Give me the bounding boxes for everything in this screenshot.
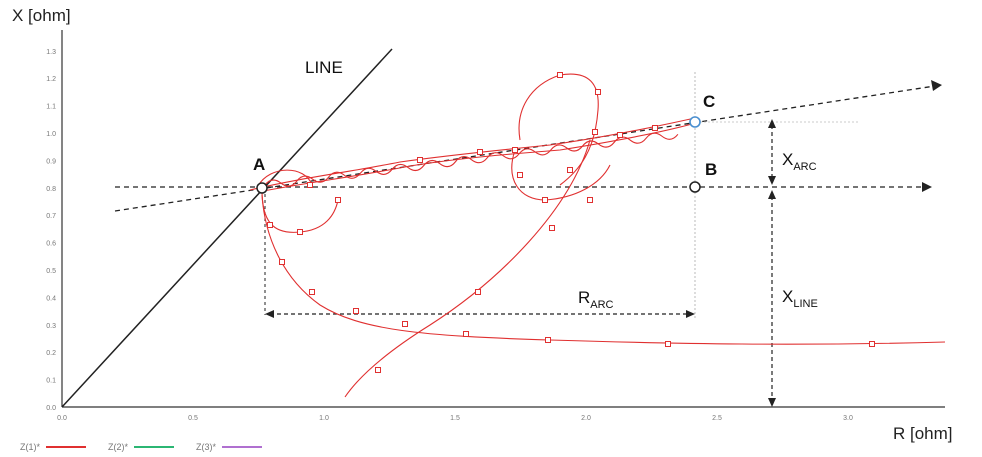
legend-swatch-2 bbox=[134, 446, 174, 448]
legend-item-3: Z(3)* bbox=[196, 442, 262, 452]
trajectory-marker bbox=[335, 197, 341, 203]
trajectory-left-loop-2 bbox=[257, 169, 313, 187]
y-tick-label: 0.6 bbox=[46, 241, 56, 248]
x-line-main: X bbox=[782, 287, 794, 306]
x-arc-main: X bbox=[782, 150, 794, 169]
x-axis-title: R [ohm] bbox=[893, 424, 953, 443]
trajectory-marker bbox=[353, 308, 359, 314]
legend-item-2: Z(2)* bbox=[108, 442, 174, 452]
trajectory-marker bbox=[475, 289, 481, 295]
trajectory-marker bbox=[477, 149, 483, 155]
trajectory-marker bbox=[652, 125, 658, 131]
y-axis-title: X [ohm] bbox=[12, 6, 71, 25]
x-tick-label: 2.0 bbox=[581, 415, 591, 422]
trajectory-marker bbox=[592, 129, 598, 135]
trajectory-main-band bbox=[249, 117, 696, 191]
x-line-arrow-top bbox=[768, 190, 776, 199]
arc-impedance-trajectory bbox=[249, 73, 946, 398]
legend-label-3: Z(3)* bbox=[196, 442, 216, 452]
y-tick-label: 1.2 bbox=[46, 76, 56, 83]
y-tick-label: 1.1 bbox=[46, 104, 56, 111]
line-characteristic bbox=[61, 48, 393, 408]
trajectory-marker bbox=[587, 197, 593, 203]
trajectory-marker bbox=[542, 197, 548, 203]
x-tick-label: 1.0 bbox=[319, 415, 329, 422]
trajectory-marker bbox=[617, 132, 623, 138]
legend-swatch-3 bbox=[222, 446, 262, 448]
trajectory-marker bbox=[417, 157, 423, 163]
point-c-marker bbox=[689, 116, 701, 128]
trajectory-big-loop bbox=[518, 73, 599, 186]
trajectory-marker bbox=[309, 289, 315, 295]
x-line-arrow-bottom bbox=[768, 398, 776, 407]
point-c-label: C bbox=[703, 92, 716, 111]
trajectory-marker bbox=[279, 259, 285, 265]
trajectory-marker bbox=[595, 89, 601, 95]
x-tick-label: 1.5 bbox=[450, 415, 460, 422]
x-arc-arrow-top bbox=[768, 119, 776, 128]
r-arc-sub: ARC bbox=[590, 299, 614, 311]
x-arc-sub: ARC bbox=[793, 161, 817, 173]
trajectory-left-loop bbox=[261, 189, 339, 233]
y-tick-label: 0.9 bbox=[46, 158, 56, 165]
x-line-sub: LINE bbox=[793, 298, 818, 310]
horizontal-arrowhead bbox=[922, 182, 932, 192]
point-b-marker bbox=[689, 181, 701, 193]
r-arc-arrow-right bbox=[686, 310, 695, 318]
trajectory-marker bbox=[463, 331, 469, 337]
trajectory-markers bbox=[267, 72, 875, 373]
trajectory-marker bbox=[307, 182, 313, 188]
trajectory-lower-curve bbox=[261, 194, 946, 345]
trajectory-wiggle bbox=[264, 132, 679, 187]
legend: Z(1)* Z(2)* Z(3)* bbox=[20, 442, 262, 452]
r-arc-arrow-left bbox=[265, 310, 274, 318]
y-tick-labels: 0.0 0.1 0.2 0.3 0.4 0.5 0.6 0.7 0.8 0.9 1.0 1.1 1.2 1… bbox=[46, 49, 56, 412]
y-tick-label: 0.0 bbox=[46, 405, 56, 412]
trajectory-marker bbox=[545, 337, 551, 343]
trajectory-descending-branch bbox=[344, 139, 591, 398]
trajectory-marker bbox=[665, 341, 671, 347]
x-tick-label: 2.5 bbox=[712, 415, 722, 422]
legend-label-1: Z(1)* bbox=[20, 442, 40, 452]
r-arc-label: RARC bbox=[578, 288, 614, 311]
x-arc-arrow-bottom bbox=[768, 176, 776, 185]
legend-swatch-1 bbox=[46, 446, 86, 448]
trajectory-marker bbox=[549, 225, 555, 231]
point-a-marker bbox=[256, 182, 268, 194]
sloped-arrowhead bbox=[931, 80, 942, 91]
line-label: LINE bbox=[305, 58, 343, 77]
trajectory-marker bbox=[557, 72, 563, 78]
y-tick-label: 0.2 bbox=[46, 350, 56, 357]
x-tick-label: 3.0 bbox=[843, 415, 853, 422]
y-tick-label: 0.1 bbox=[46, 378, 56, 385]
y-tick-label: 0.4 bbox=[46, 295, 56, 302]
x-line-label: XLINE bbox=[782, 287, 818, 310]
y-tick-label: 1.0 bbox=[46, 131, 56, 138]
trajectory-marker bbox=[567, 167, 573, 173]
trajectory-marker bbox=[512, 147, 518, 153]
trajectory-marker bbox=[402, 321, 408, 327]
sloped-dashed-line bbox=[114, 85, 936, 212]
legend-label-2: Z(2)* bbox=[108, 442, 128, 452]
trajectory-marker bbox=[267, 222, 273, 228]
y-tick-label: 0.5 bbox=[46, 268, 56, 275]
x-tick-labels: 0.0 0.5 1.0 1.5 2.0 2.5 3.0 bbox=[57, 415, 853, 422]
legend-item-1: Z(1)* bbox=[20, 442, 86, 452]
r-arc-main: R bbox=[578, 288, 591, 307]
x-tick-label: 0.5 bbox=[188, 415, 198, 422]
x-tick-label: 0.0 bbox=[57, 415, 67, 422]
y-tick-label: 1.3 bbox=[46, 49, 56, 56]
trajectory-marker bbox=[869, 341, 875, 347]
point-b-label: B bbox=[705, 160, 718, 179]
trajectory-inner-loop bbox=[511, 149, 611, 201]
trajectory-marker bbox=[297, 229, 303, 235]
y-tick-label: 0.8 bbox=[46, 186, 56, 193]
trajectory-marker bbox=[375, 367, 381, 373]
y-tick-label: 0.7 bbox=[46, 213, 56, 220]
x-arc-label: XARC bbox=[782, 150, 817, 173]
trajectory-marker bbox=[517, 172, 523, 178]
y-tick-label: 0.3 bbox=[46, 323, 56, 330]
point-a-label: A bbox=[253, 155, 266, 174]
